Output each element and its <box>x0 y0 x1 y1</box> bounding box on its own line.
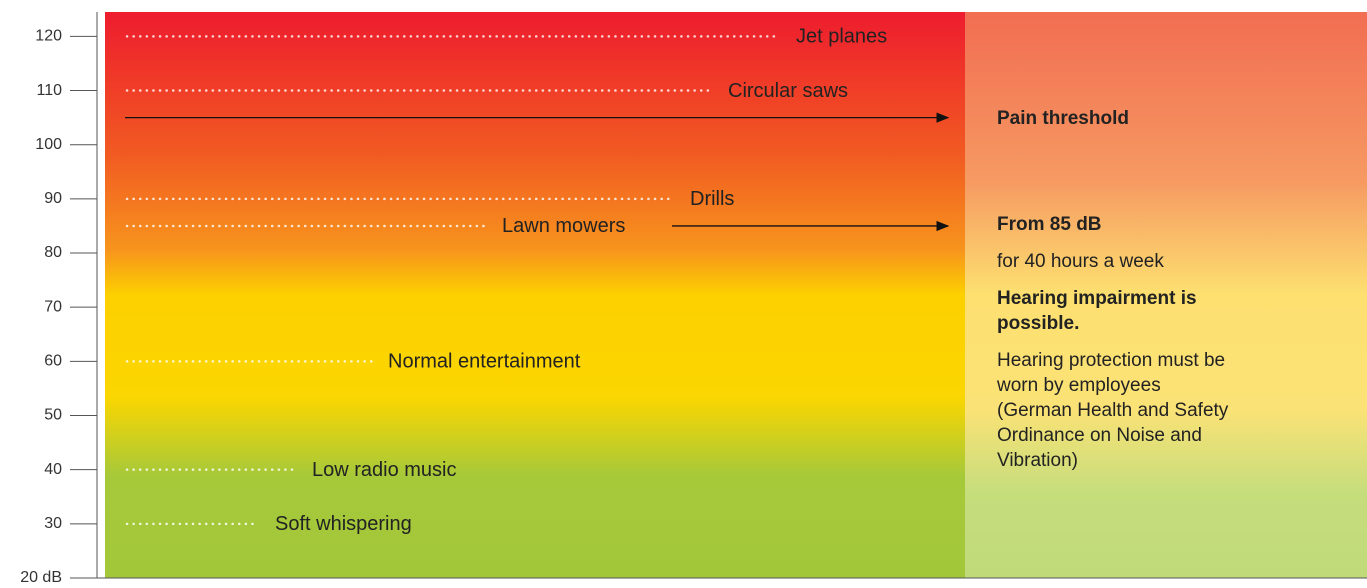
scale-band <box>105 12 965 578</box>
y-tick-label: 60 <box>44 353 62 370</box>
level-label: Normal entertainment <box>388 351 581 373</box>
y-tick-label: 30 <box>44 515 62 532</box>
note: Hearing protection must be worn by emplo… <box>997 349 1229 471</box>
level-label: Drills <box>690 188 734 210</box>
level-label: Circular saws <box>728 80 848 102</box>
level-label: Jet planes <box>796 26 887 48</box>
y-tick-label: 70 <box>44 298 62 315</box>
y-tick-label: 20 dB <box>20 569 62 586</box>
y-tick-label: 110 <box>36 82 62 99</box>
level-label: Lawn mowers <box>502 215 625 237</box>
y-tick-label: 100 <box>35 136 62 153</box>
threshold-label: From 85 dB <box>997 213 1102 235</box>
note: Hearing impairment is possible. <box>997 287 1197 334</box>
threshold-label: Pain threshold <box>997 107 1129 129</box>
exposure-block: From 85 dB for 40 hours a week Hearing imp… <box>997 212 1237 485</box>
y-tick-label: 50 <box>44 407 62 424</box>
y-tick-label: 40 <box>44 461 62 478</box>
level-label: Soft whispering <box>275 513 412 535</box>
y-tick-label: 90 <box>44 190 62 207</box>
info-band <box>965 12 1367 578</box>
y-tick-label: 120 <box>35 28 62 45</box>
level-label: Low radio music <box>312 459 457 481</box>
y-tick-label: 80 <box>44 244 62 261</box>
note: for 40 hours a week <box>997 250 1164 272</box>
